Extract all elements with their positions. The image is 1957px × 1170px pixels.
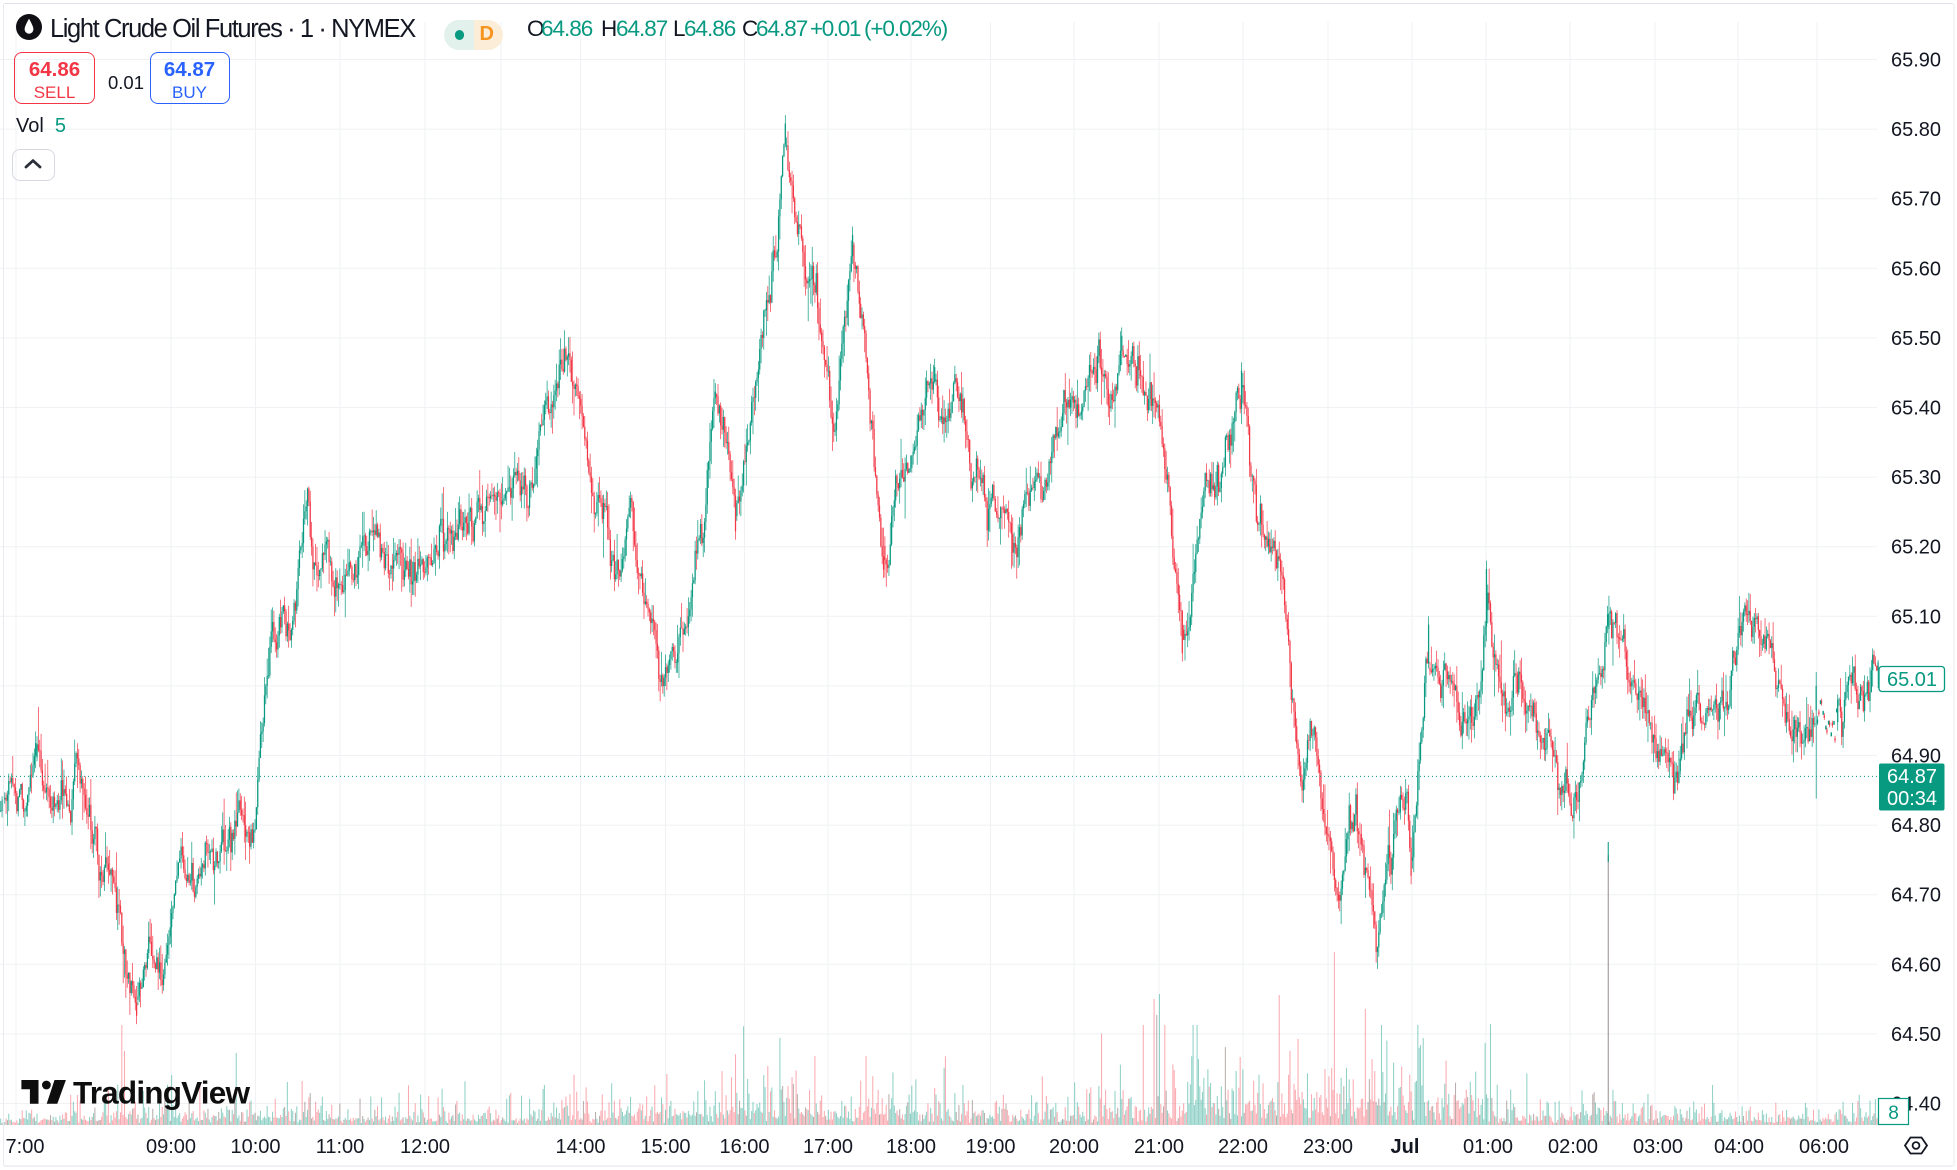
svg-text:64.60: 64.60 [1891,954,1941,976]
svg-text:65.20: 65.20 [1891,537,1941,559]
svg-text:16:00: 16:00 [719,1136,769,1158]
svg-text:65.40: 65.40 [1891,398,1941,420]
svg-text:23:00: 23:00 [1303,1136,1353,1158]
svg-text:06:00: 06:00 [1799,1136,1849,1158]
svg-text:03:00: 03:00 [1633,1136,1683,1158]
svg-text:10:00: 10:00 [230,1136,280,1158]
svg-text:14:00: 14:00 [555,1136,605,1158]
svg-text:65.70: 65.70 [1891,189,1941,211]
svg-text:19:00: 19:00 [965,1136,1015,1158]
svg-text:65.80: 65.80 [1891,119,1941,141]
svg-text:65.90: 65.90 [1891,50,1941,72]
svg-text:65.30: 65.30 [1891,467,1941,489]
svg-text:09:00: 09:00 [146,1136,196,1158]
svg-text:Jul: Jul [1391,1136,1420,1158]
svg-text:02:00: 02:00 [1548,1136,1598,1158]
svg-text:00:34: 00:34 [1887,788,1937,810]
svg-text:TradingView: TradingView [73,1075,250,1111]
svg-text:7:00: 7:00 [6,1136,45,1158]
svg-text:64.70: 64.70 [1891,885,1941,907]
svg-text:01:00: 01:00 [1463,1136,1513,1158]
svg-text:15:00: 15:00 [640,1136,690,1158]
svg-text:22:00: 22:00 [1218,1136,1268,1158]
svg-text:12:00: 12:00 [400,1136,450,1158]
svg-text:17:00: 17:00 [803,1136,853,1158]
svg-text:20:00: 20:00 [1049,1136,1099,1158]
svg-text:18:00: 18:00 [886,1136,936,1158]
svg-text:64.90: 64.90 [1891,746,1941,768]
svg-text:64.50: 64.50 [1891,1024,1941,1046]
svg-text:65.60: 65.60 [1891,258,1941,280]
svg-text:64.80: 64.80 [1891,815,1941,837]
svg-text:11:00: 11:00 [316,1136,365,1158]
svg-text:21:00: 21:00 [1134,1136,1184,1158]
svg-text:8: 8 [1888,1103,1899,1124]
svg-text:65.10: 65.10 [1891,606,1941,628]
svg-text:64.87: 64.87 [1887,766,1937,788]
svg-text:65.01: 65.01 [1887,669,1937,691]
svg-text:04:00: 04:00 [1714,1136,1764,1158]
svg-text:65.50: 65.50 [1891,328,1941,350]
